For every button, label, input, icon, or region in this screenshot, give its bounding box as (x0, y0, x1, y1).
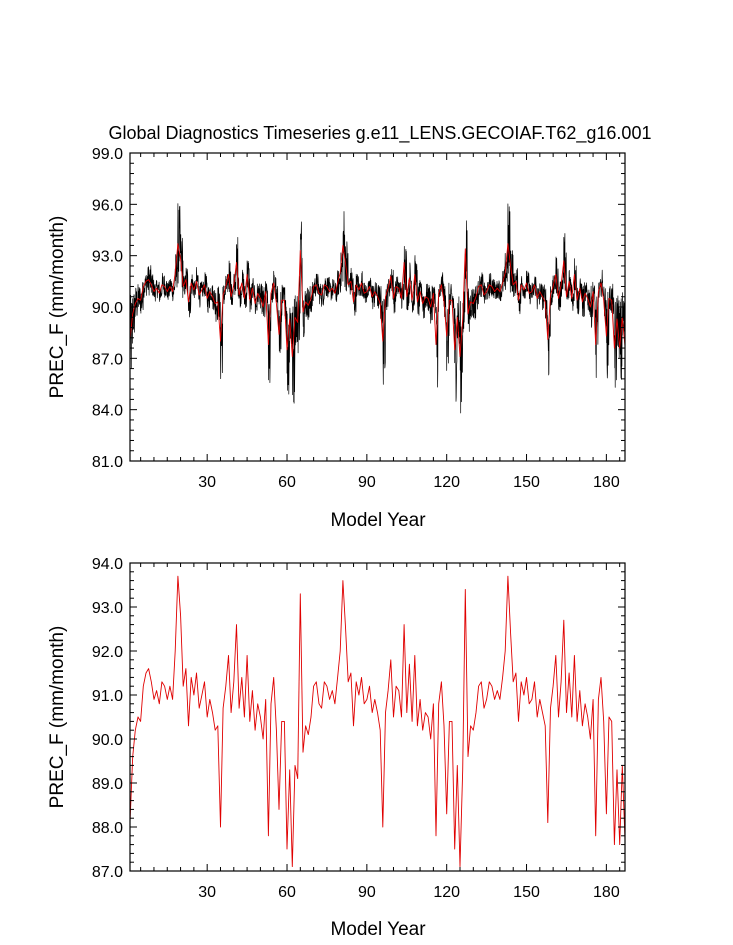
top-plot-data (129, 203, 626, 414)
top-x-tick-label: 180 (593, 474, 620, 491)
top-x-tick-label: 90 (358, 474, 376, 491)
top-series-annual-mean (129, 243, 626, 358)
bottom-y-tick-label: 87.0 (92, 864, 123, 881)
bottom-y-tick-label: 93.0 (92, 600, 123, 617)
bottom-y-tick-label: 92.0 (92, 644, 123, 661)
top-x-axis-label: Model Year (330, 510, 426, 531)
bottom-y-tick-label: 91.0 (92, 688, 123, 705)
top-y-tick-label: 99.0 (92, 146, 123, 163)
top-y-tick-label: 87.0 (92, 351, 123, 368)
top-y-axis-label: PREC_F (mm/month) (47, 216, 68, 399)
bottom-axis-ticks: 30 60 90 120 150 180 87.0 88.0 89.0 90.0 91.0 92.0 9… (92, 556, 625, 901)
bottom-y-tick-label: 90.0 (92, 732, 123, 749)
top-y-tick-label: 81.0 (92, 454, 123, 471)
bottom-x-tick-label: 60 (278, 884, 296, 901)
top-x-tick-label: 30 (198, 474, 216, 491)
top-x-tick-label: 150 (513, 474, 540, 491)
bottom-y-axis-label: PREC_F (mm/month) (47, 626, 68, 809)
top-panel: Global Diagnostics Timeseries g.e11_LENS… (47, 123, 651, 531)
bottom-panel: 30 60 90 120 150 180 87.0 88.0 89.0 90.0 91.0 92.0 9… (47, 556, 626, 940)
bottom-series-annual-mean (129, 575, 626, 868)
top-y-tick-label: 93.0 (92, 249, 123, 266)
top-y-tick-label: 96.0 (92, 197, 123, 214)
bottom-y-tick-label: 88.0 (92, 820, 123, 837)
top-axis-ticks: 30 60 90 120 150 180 81.0 84.0 87.0 90.0 93.0 96.0 9… (92, 146, 625, 491)
top-panel-title: Global Diagnostics Timeseries g.e11_LENS… (109, 123, 652, 144)
bottom-x-tick-label: 120 (433, 884, 460, 901)
top-x-tick-label: 120 (433, 474, 460, 491)
bottom-plot-frame (129, 562, 626, 872)
top-x-tick-label: 60 (278, 474, 296, 491)
bottom-x-tick-label: 90 (358, 884, 376, 901)
bottom-x-tick-label: 30 (198, 884, 216, 901)
bottom-x-axis-label: Model Year (330, 919, 426, 940)
bottom-x-tick-label: 150 (513, 884, 540, 901)
top-series-monthly (129, 203, 626, 414)
bottom-plot-data (129, 575, 626, 868)
top-y-tick-label: 84.0 (92, 403, 123, 420)
top-y-tick-label: 90.0 (92, 300, 123, 317)
bottom-x-tick-label: 180 (593, 884, 620, 901)
bottom-y-tick-label: 94.0 (92, 556, 123, 573)
bottom-y-tick-label: 89.0 (92, 776, 123, 793)
